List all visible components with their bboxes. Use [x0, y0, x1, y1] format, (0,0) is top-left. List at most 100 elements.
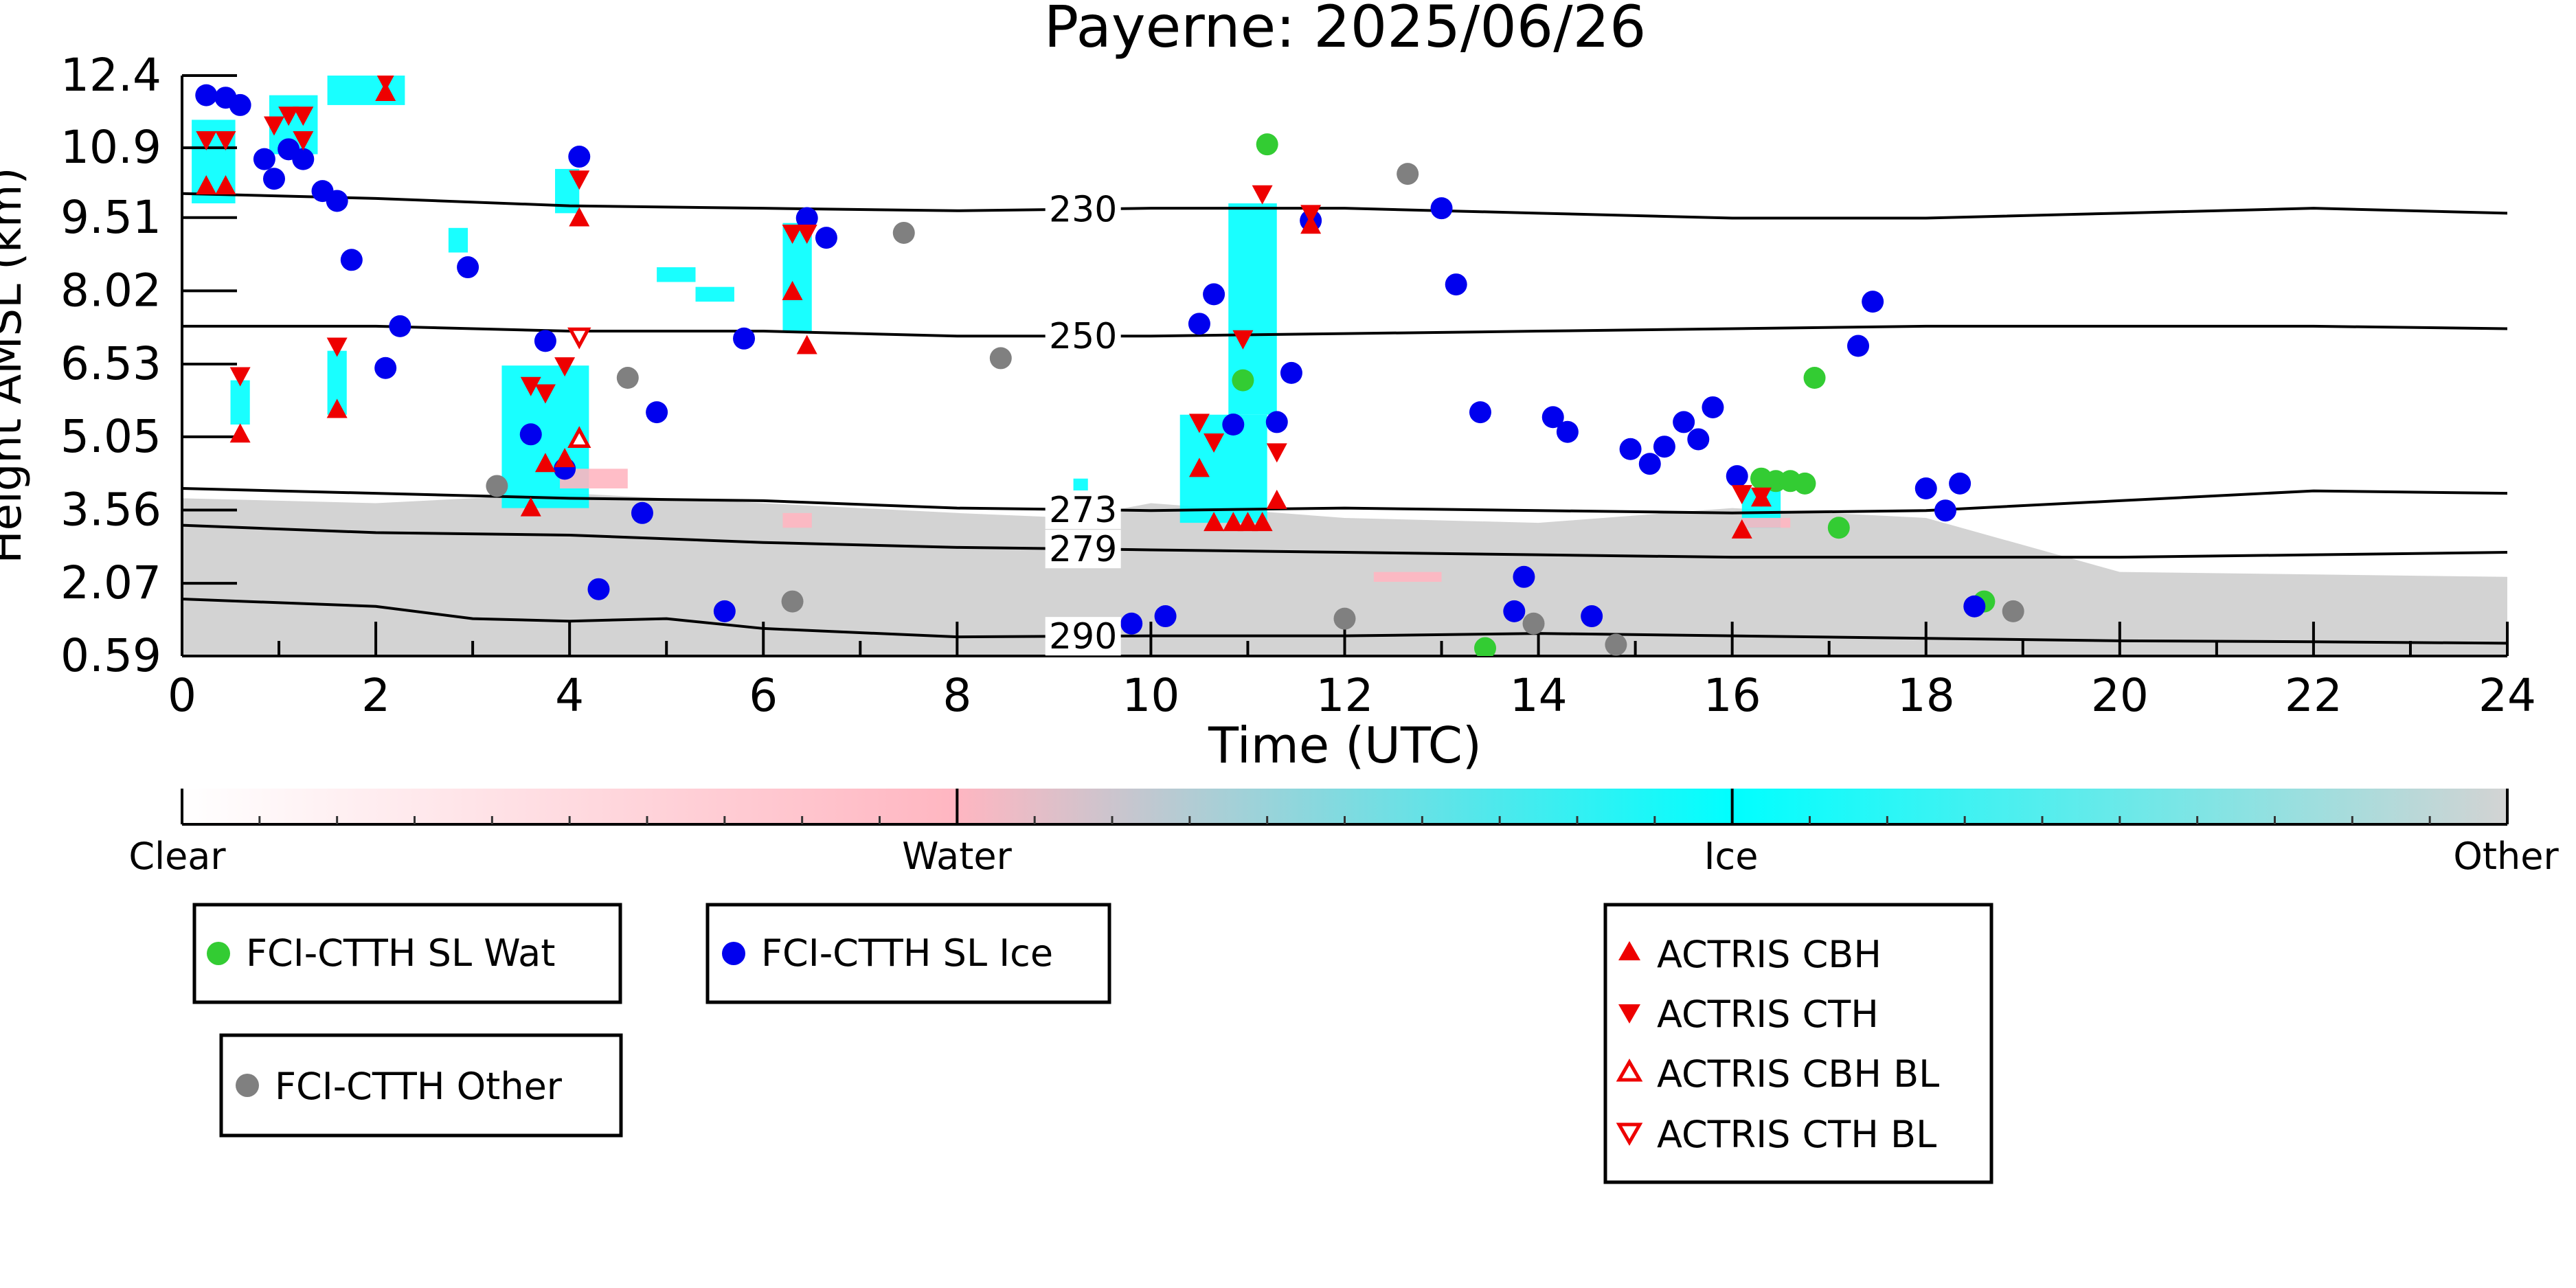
point-actris-cth [229, 367, 251, 387]
contour-label-bg [1045, 317, 1121, 356]
field-other [182, 493, 2507, 656]
colorbar-label-clear: Clear [128, 835, 226, 878]
x-ticks: 0 2 4 6 8 10 12 14 16 18 20 22 24 [168, 622, 2536, 722]
point-actris-cth [326, 337, 348, 357]
point-fci-ctth-sl-ice [1702, 396, 1724, 418]
point-actris-cbh [229, 423, 251, 443]
legend-marker-cbh-bl [1616, 1058, 1643, 1082]
x-tick-label: 4 [555, 669, 584, 722]
legend-box-other: FCI-CTTH Other [219, 1033, 623, 1138]
x-axis-label: Time (UTC) [1208, 716, 1482, 774]
colorbar-ticks [181, 789, 2509, 824]
contour-250 [182, 324, 2507, 338]
point-fci-ctth-sl-ice [1949, 472, 1971, 495]
contour-label-bg [1045, 190, 1121, 229]
point-fci-ctth-sl-ice [229, 93, 251, 116]
legend-marker-other [236, 1074, 259, 1097]
point-actris-cth [1204, 433, 1225, 453]
point-actris-cth [263, 116, 284, 136]
point-actris-cth [520, 376, 541, 396]
point-actris-cth [196, 131, 217, 151]
point-fci-ctth-sl-wat [1803, 367, 1826, 389]
field-ice-region [657, 267, 696, 282]
point-fci-ctth-sl-ice [326, 190, 348, 212]
point-fci-ctth-sl-wat [1827, 517, 1850, 539]
point-actris-cth [1750, 487, 1772, 507]
legend-label-cth: ACTRIS CTH [1657, 993, 1879, 1036]
legend-box-wat: FCI-CTTH SL Wat [192, 903, 622, 1004]
point-fci-ctth-sl-ice [374, 357, 397, 379]
legend-box-ice: FCI-CTTH SL Ice [705, 903, 1111, 1004]
field-ice-region [695, 286, 734, 302]
point-fci-ctth-sl-wat [1474, 637, 1497, 656]
contour-label-bg [1045, 490, 1121, 529]
x-tick-label: 8 [942, 669, 971, 722]
y-tick-label: 6.53 [60, 337, 161, 390]
point-fci-ctth-sl-ice [292, 148, 315, 170]
point-fci-ctth-sl-ice [457, 256, 479, 279]
colorbar: Clear Water Ice Other [128, 789, 2559, 878]
x-tick-label: 18 [1897, 669, 1955, 722]
point-fci-ctth-sl-ice [389, 315, 411, 337]
point-fci-ctth-other [1397, 163, 1419, 185]
point-fci-ctth-sl-ice [1934, 499, 1956, 522]
point-fci-ctth-sl-ice [1914, 477, 1937, 500]
field-water-region [782, 512, 812, 528]
contour-230 [182, 192, 2507, 220]
point-actris-cth [782, 224, 803, 244]
x-tick-label: 22 [2285, 669, 2342, 722]
background-fields [182, 76, 2507, 656]
x-tick-label: 24 [2478, 669, 2536, 722]
x-tick-label: 6 [749, 669, 778, 722]
point-actris-cbh [1188, 457, 1210, 477]
point-actris-cth [376, 76, 394, 92]
point-actris-cbh-bl [567, 426, 591, 448]
point-fci-ctth-sl-ice [534, 330, 556, 352]
point-fci-ctth-sl-ice [1445, 273, 1467, 296]
point-fci-ctth-sl-ice [1653, 436, 1675, 458]
contour-label-230: 230 [1049, 189, 1117, 230]
legend-marker-wat [207, 942, 230, 965]
point-actris-cth [1266, 443, 1287, 463]
point-fci-ctth-sl-ice [1673, 411, 1695, 433]
point-actris-cbh [520, 497, 541, 517]
contour-label-290: 290 [1049, 616, 1117, 657]
point-fci-ctth-other [486, 475, 508, 497]
legend-marker-cth [1618, 1004, 1640, 1024]
point-fci-ctth-other [781, 590, 804, 613]
point-actris-cbh [215, 174, 236, 194]
legend-marker-ice [722, 942, 745, 965]
y-ticks: 0.59 2.07 3.56 5.05 6.53 8.02 9.51 10.9 12.4 [60, 49, 237, 682]
point-fci-ctth-sl-ice [713, 600, 736, 622]
point-fci-ctth-sl-ice [195, 84, 218, 106]
point-actris-cth [1232, 330, 1254, 350]
point-actris-cth [1300, 205, 1322, 225]
point-fci-ctth-sl-ice [1120, 612, 1143, 635]
point-fci-ctth-sl-ice [1726, 465, 1748, 488]
point-actris-cbh [569, 207, 590, 227]
point-actris-cbh [1731, 519, 1752, 539]
point-fci-ctth-other [1605, 633, 1627, 656]
point-fci-ctth-sl-ice [1638, 453, 1661, 475]
point-actris-cbh [534, 453, 556, 473]
point-fci-ctth-sl-ice [1222, 414, 1245, 436]
point-fci-ctth-other [1333, 607, 1356, 630]
point-fci-ctth-sl-ice [1541, 406, 1564, 429]
data-points [195, 76, 2024, 656]
point-actris-cbh [1237, 512, 1258, 532]
x-tick-label: 14 [1510, 669, 1568, 722]
point-fci-ctth-sl-ice [1469, 401, 1491, 424]
point-fci-ctth-sl-ice [1430, 197, 1453, 220]
point-actris-cth [293, 131, 314, 151]
legend-label-cbh-bl: ACTRIS CBH BL [1657, 1052, 1939, 1096]
colorbar-label-water: Water [902, 835, 1012, 878]
legend-label-wat: FCI-CTTH SL Wat [246, 931, 555, 975]
legend-label-cth-bl: ACTRIS CTH BL [1657, 1113, 1936, 1156]
point-fci-ctth-sl-ice [253, 148, 275, 170]
y-tick-label: 9.51 [60, 191, 161, 244]
point-fci-ctth-sl-ice [1581, 605, 1603, 628]
legend-label-other: FCI-CTTH Other [275, 1065, 563, 1108]
point-actris-cth [215, 131, 236, 151]
